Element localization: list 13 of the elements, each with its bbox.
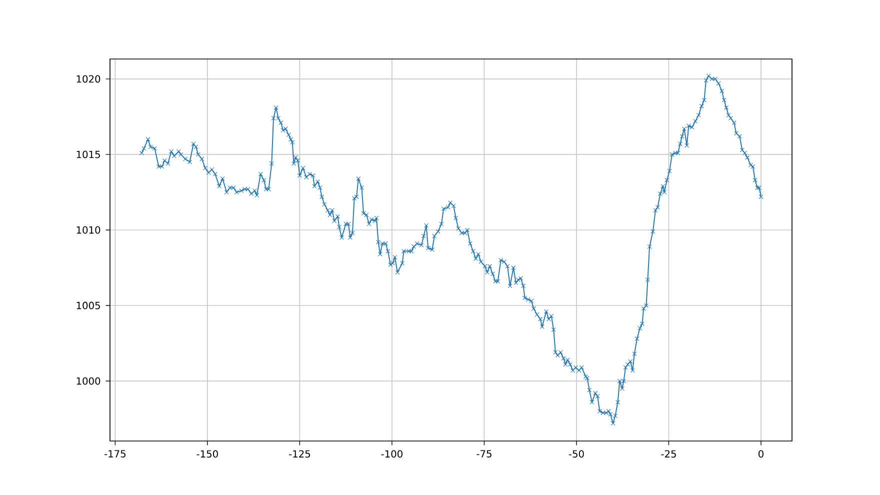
x-tick-label: -125 [289,450,310,458]
x-tick-label: -175 [104,450,126,458]
y-tick-label: 1005 [76,302,100,310]
x-tick-label: -50 [568,450,584,458]
y-tick-label: 1010 [76,226,100,234]
x-tick-label: -150 [196,450,218,458]
y-tick-label: 1000 [76,377,100,385]
y-tick-label: 1020 [76,75,100,83]
x-tick-label: -75 [476,450,492,458]
y-tick-label: 1015 [76,150,100,158]
x-tick-label: -100 [381,450,402,458]
x-tick-label: 0 [758,450,764,458]
x-tick-label: -25 [661,450,676,458]
